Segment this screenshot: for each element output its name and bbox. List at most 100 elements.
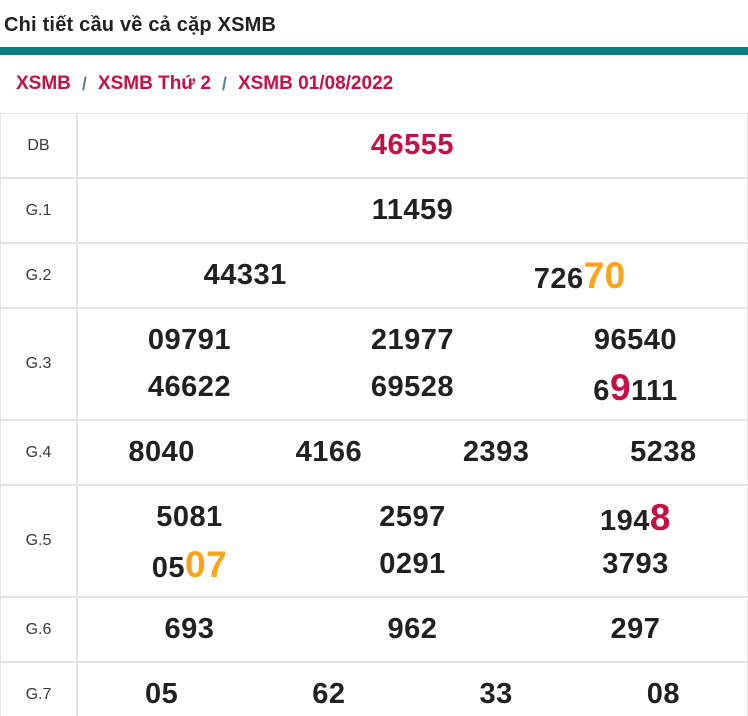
prize-line: 11459	[78, 187, 747, 234]
prize-row: G.6 693 962 297	[1, 598, 747, 663]
prize-row-content: 5081 2597 194 8 05 07 0291 3793	[78, 486, 747, 596]
prize-line: 693 962 297	[78, 606, 747, 653]
prize-number: 5238	[580, 429, 747, 476]
prize-number: 5081	[78, 494, 301, 541]
digit-segment: 4166	[295, 436, 363, 468]
digit-segment: 6	[593, 375, 610, 407]
prize-row-label: G.1	[1, 179, 78, 242]
breadcrumb-link[interactable]: XSMB 01/08/2022	[237, 73, 394, 94]
prize-number: 0291	[301, 541, 524, 588]
digit-segment: 5081	[156, 501, 223, 533]
prize-line: 44331 726 70	[78, 252, 747, 299]
digit-segment: 05	[144, 678, 179, 710]
prize-row-content: 46555	[78, 114, 747, 177]
prize-row-label: G.3	[1, 309, 78, 419]
prize-row-label: G.6	[1, 598, 78, 661]
accent-divider-bar	[0, 47, 748, 55]
breadcrumb-link[interactable]: XSMB Thứ 2	[97, 73, 211, 94]
prize-line: 09791 21977 96540	[78, 317, 747, 364]
prize-row-label: G.5	[1, 486, 78, 596]
digit-segment: 297	[610, 613, 661, 645]
digit-segment: 111	[631, 375, 678, 407]
prize-number: 297	[524, 606, 747, 653]
prize-row-label: G.2	[1, 244, 78, 307]
digit-segment: 11459	[371, 194, 454, 226]
prize-number: 46622	[78, 364, 301, 411]
prize-row-content: 44331 726 70	[78, 244, 747, 307]
highlight-digit: 8	[649, 497, 671, 538]
prize-number: 6 9 111	[524, 364, 747, 411]
page-title: Chi tiết cầu về cả cặp XSMB	[4, 14, 277, 36]
prize-row-label: G.4	[1, 421, 78, 484]
prize-row-label: G.7	[1, 663, 78, 716]
digit-segment: 2393	[462, 436, 530, 468]
digit-segment: 08	[646, 678, 680, 710]
prize-number: 09791	[78, 317, 301, 364]
prize-number: 46555	[78, 122, 747, 169]
prize-number: 33	[413, 671, 580, 716]
prize-number: 08	[580, 671, 747, 716]
breadcrumb-separator: /	[221, 73, 227, 94]
digit-segment: 21977	[370, 324, 455, 356]
prize-number: 3793	[524, 541, 747, 588]
digit-segment: 194	[600, 505, 650, 537]
prize-line: 5081 2597 194 8	[78, 494, 747, 541]
prize-number: 693	[78, 606, 301, 653]
prize-row: G.5 5081 2597 194 8 05 07 0291 3793	[1, 486, 747, 598]
prize-row: G.4 8040 4166 2393 5238	[1, 421, 747, 486]
prize-number: 69528	[301, 364, 524, 411]
prize-number: 2597	[301, 494, 524, 541]
digit-segment: 05	[151, 552, 186, 584]
digit-segment: 96540	[593, 324, 678, 356]
prize-row-content: 8040 4166 2393 5238	[78, 421, 747, 484]
prize-row: G.3 09791 21977 96540 46622 69528 6 9 111	[1, 309, 747, 421]
prize-number: 194 8	[524, 494, 747, 541]
prize-line: 8040 4166 2393 5238	[78, 429, 747, 476]
digit-segment: 2597	[379, 501, 446, 533]
digit-segment: 962	[387, 613, 438, 645]
prize-number: 4166	[245, 429, 412, 476]
digit-segment: 46622	[147, 371, 232, 403]
prize-number: 05 07	[78, 541, 301, 588]
highlight-digit: 07	[185, 544, 228, 585]
prize-row-content: 05 62 33 08	[78, 663, 747, 716]
prize-row: DB 46555	[1, 114, 747, 179]
prize-number: 11459	[78, 187, 747, 234]
breadcrumb-separator: /	[81, 73, 87, 94]
digit-segment: 69528	[370, 371, 455, 403]
prize-row: G.2 44331 726 70	[1, 244, 747, 309]
breadcrumb-link[interactable]: XSMB	[16, 73, 71, 94]
prize-number: 05	[78, 671, 245, 716]
digit-segment: 62	[312, 678, 346, 710]
prize-row-label: DB	[1, 114, 78, 177]
digit-segment: 8040	[128, 436, 195, 468]
lottery-results-table: DB 46555 G.1 11459 G.2 44331 726 70 G.3 09791 2197…	[0, 113, 748, 716]
digit-segment: 0291	[379, 548, 446, 580]
digit-segment: 44331	[203, 259, 287, 291]
prize-number: 8040	[78, 429, 245, 476]
highlight-digit: 70	[583, 255, 626, 296]
digit-segment: 33	[479, 678, 513, 710]
prize-row-content: 11459	[78, 179, 747, 242]
breadcrumb: XSMB / XSMB Thứ 2 / XSMB 01/08/2022	[0, 55, 748, 113]
digit-segment: 693	[164, 613, 215, 645]
prize-number: 96540	[524, 317, 747, 364]
prize-row: G.1 11459	[1, 179, 747, 244]
highlight-digit: 46555	[370, 129, 455, 161]
digit-segment: 09791	[147, 324, 232, 356]
prize-number: 962	[301, 606, 524, 653]
prize-line: 46622 69528 6 9 111	[78, 364, 747, 411]
prize-line: 05 62 33 08	[78, 671, 747, 716]
prize-number: 21977	[301, 317, 524, 364]
digit-segment: 3793	[602, 548, 669, 580]
prize-number: 2393	[413, 429, 580, 476]
prize-row: G.7 05 62 33 08	[1, 663, 747, 716]
digit-segment: 726	[533, 263, 584, 295]
digit-segment: 5238	[630, 436, 697, 468]
prize-row-content: 09791 21977 96540 46622 69528 6 9 111	[78, 309, 747, 419]
prize-line: 46555	[78, 122, 747, 169]
prize-number: 62	[245, 671, 412, 716]
highlight-digit: 9	[609, 367, 632, 408]
prize-line: 05 07 0291 3793	[78, 541, 747, 588]
prize-row-content: 693 962 297	[78, 598, 747, 661]
